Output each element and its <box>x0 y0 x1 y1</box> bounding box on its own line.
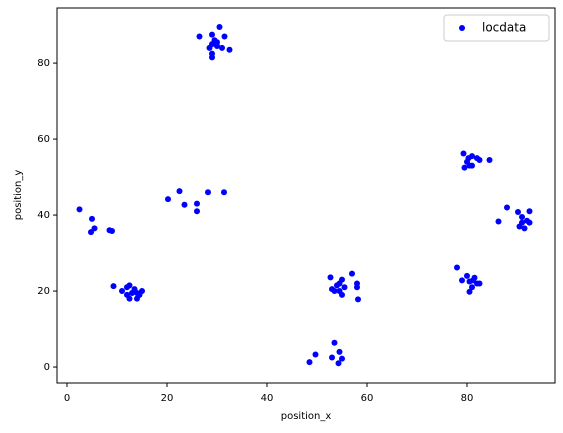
point <box>139 288 145 295</box>
point <box>214 39 220 46</box>
point <box>341 284 348 291</box>
legend-marker <box>459 25 465 31</box>
point <box>519 219 525 226</box>
point <box>476 156 483 163</box>
y-axis-label: position_y <box>13 170 24 221</box>
point <box>91 225 98 232</box>
point <box>119 288 125 295</box>
point <box>465 155 472 162</box>
point <box>126 282 133 289</box>
point <box>76 206 83 213</box>
point <box>216 23 223 30</box>
point <box>469 284 475 291</box>
point <box>209 54 215 61</box>
point <box>124 291 130 298</box>
legend-box <box>443 14 550 42</box>
plot-frame <box>56 7 556 384</box>
point <box>306 359 313 366</box>
y-tick-label: 40 <box>37 210 50 221</box>
point <box>495 218 502 225</box>
point <box>226 46 233 53</box>
point <box>219 44 225 51</box>
point <box>339 355 345 362</box>
x-axis-label: position_x <box>281 411 332 422</box>
point <box>221 189 227 196</box>
point <box>329 354 335 361</box>
point <box>335 360 342 367</box>
point <box>339 291 345 298</box>
x-tick-label: 0 <box>64 393 70 404</box>
point <box>196 33 203 40</box>
x-tick-label: 60 <box>361 393 374 404</box>
point <box>88 229 94 236</box>
point <box>464 272 470 279</box>
point <box>131 286 138 293</box>
point <box>355 296 361 303</box>
point <box>89 215 95 222</box>
point <box>312 351 319 358</box>
point <box>469 162 475 169</box>
point <box>194 208 200 215</box>
point <box>209 31 215 38</box>
legend-label: locdata <box>482 21 526 35</box>
point <box>165 196 171 203</box>
point <box>461 164 468 171</box>
point <box>526 219 533 226</box>
point <box>110 283 117 290</box>
x-tick-label: 80 <box>461 393 474 404</box>
point <box>466 288 473 295</box>
y-tick-label: 80 <box>37 58 50 69</box>
point <box>470 277 476 284</box>
x-tick-label: 20 <box>161 393 174 404</box>
point <box>336 280 343 287</box>
point <box>460 150 467 157</box>
point <box>109 228 115 235</box>
point <box>221 33 228 40</box>
point <box>354 284 360 291</box>
point <box>336 348 343 355</box>
point <box>476 280 483 287</box>
y-tick-label: 20 <box>37 286 50 297</box>
y-tick-label: 0 <box>44 362 50 373</box>
point <box>349 270 355 277</box>
point <box>331 288 338 295</box>
point <box>486 156 493 163</box>
point <box>519 213 525 220</box>
point <box>194 200 200 207</box>
x-tick-label: 40 <box>261 393 274 404</box>
point <box>181 201 188 208</box>
point <box>331 339 338 346</box>
point <box>205 189 211 196</box>
point <box>327 274 334 281</box>
point <box>504 204 510 211</box>
point <box>526 208 533 215</box>
point <box>176 188 183 195</box>
point <box>515 209 521 216</box>
point <box>459 277 465 284</box>
point <box>454 264 460 271</box>
y-tick-label: 60 <box>37 134 50 145</box>
point <box>521 225 528 232</box>
point <box>206 44 213 51</box>
